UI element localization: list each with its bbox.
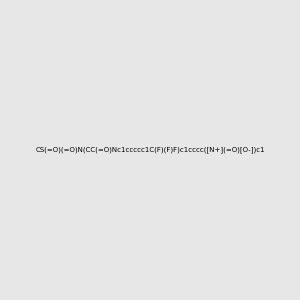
Text: CS(=O)(=O)N(CC(=O)Nc1ccccc1C(F)(F)F)c1cccc([N+](=O)[O-])c1: CS(=O)(=O)N(CC(=O)Nc1ccccc1C(F)(F)F)c1cc… — [35, 147, 265, 153]
